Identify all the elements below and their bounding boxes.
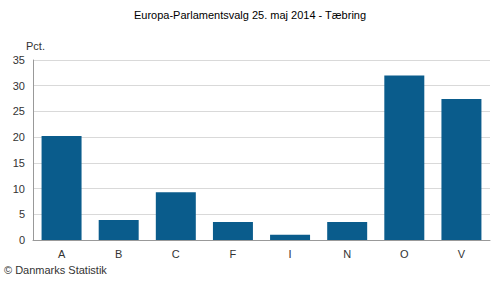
svg-text:35: 35 [13,54,25,66]
svg-text:A: A [58,248,66,260]
svg-text:5: 5 [19,208,25,220]
svg-text:B: B [115,248,122,260]
svg-text:I: I [289,248,292,260]
svg-text:Pct.: Pct. [26,40,45,52]
svg-text:C: C [172,248,180,260]
svg-text:10: 10 [13,183,25,195]
svg-text:30: 30 [13,80,25,92]
svg-text:0: 0 [19,234,25,246]
svg-text:O: O [400,248,409,260]
svg-text:20: 20 [13,131,25,143]
svg-text:25: 25 [13,105,25,117]
svg-text:V: V [458,248,466,260]
svg-text:F: F [230,248,237,260]
svg-text:Europa-Parlamentsvalg 25. maj: Europa-Parlamentsvalg 25. maj 2014 - Tæb… [134,9,366,21]
svg-text:N: N [343,248,351,260]
svg-text:15: 15 [13,157,25,169]
svg-text:© Danmarks Statistik: © Danmarks Statistik [4,264,107,276]
